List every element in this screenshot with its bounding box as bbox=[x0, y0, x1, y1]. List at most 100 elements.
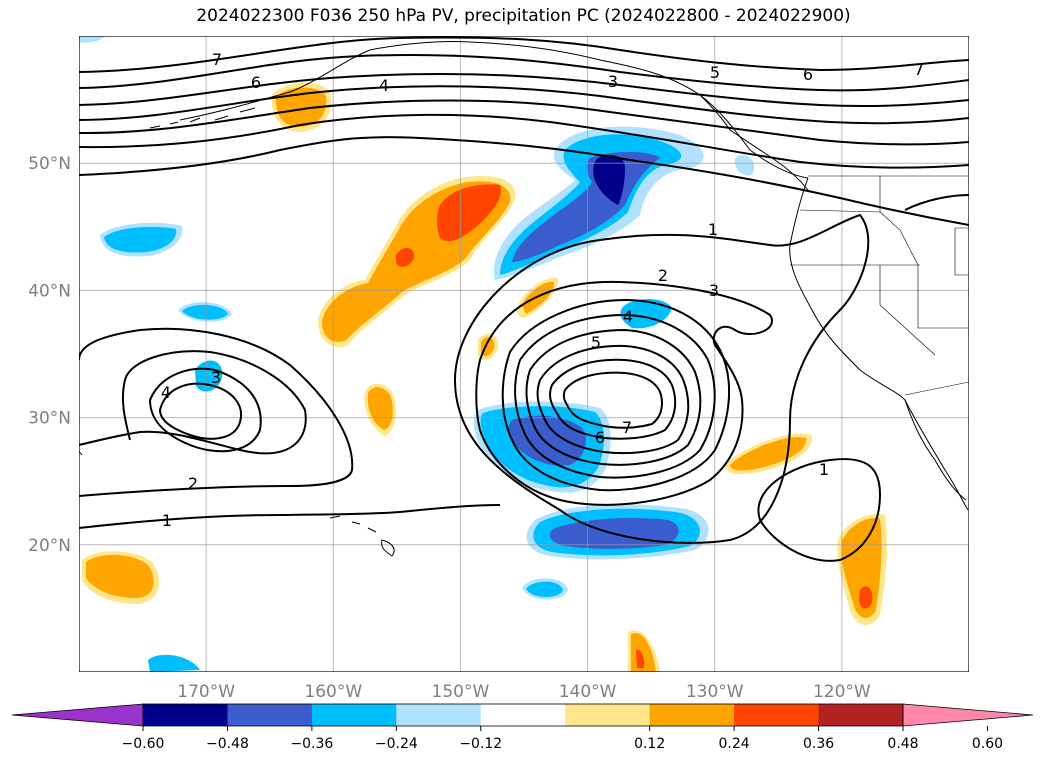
pv-contour-label: 5 bbox=[591, 333, 601, 352]
pv-contour-5-east bbox=[525, 328, 702, 466]
pv-contour-7-east bbox=[549, 358, 677, 440]
colorbar-tick-label: 0.12 bbox=[634, 736, 665, 752]
pv-contours bbox=[79, 36, 969, 562]
colorbar-tick-label: 0.36 bbox=[803, 736, 834, 752]
pv-contour-2-east bbox=[904, 194, 969, 211]
colorbar-tick-label: −0.36 bbox=[290, 736, 333, 752]
pos-anomaly-main-core2 bbox=[396, 247, 415, 267]
colorbar-segment bbox=[480, 704, 566, 726]
pv-contour-label: 1 bbox=[819, 460, 829, 479]
lat-tick-label: 30°N bbox=[28, 409, 71, 429]
neg-patch-6 bbox=[148, 654, 200, 672]
us-mexico-border bbox=[904, 381, 969, 396]
pv-contour-4-west bbox=[148, 367, 262, 453]
pv-contour-label: 1 bbox=[708, 220, 718, 239]
pv-contour-label: 5 bbox=[710, 63, 720, 82]
colorbar-tick-label: −0.24 bbox=[375, 736, 418, 752]
colorbar-tick-label: −0.12 bbox=[459, 736, 502, 752]
pos-patch-aleutian-b bbox=[275, 87, 327, 127]
pv-contour-label: 3 bbox=[211, 368, 221, 387]
colorbar-segment bbox=[143, 704, 228, 726]
pv-contour-7-north bbox=[79, 36, 969, 73]
pv-contour-label: 3 bbox=[608, 72, 618, 91]
lat-tick-label: 40°N bbox=[28, 281, 71, 301]
lon-tick-label: 120°W bbox=[813, 682, 871, 702]
colorbar-segment bbox=[818, 704, 904, 726]
pv-contour-8-east bbox=[562, 371, 663, 429]
pv-contour-5-west bbox=[158, 382, 243, 440]
wa-or-border bbox=[799, 209, 881, 213]
pv-contour-label: 2 bbox=[658, 266, 668, 285]
pv-contour-5-north bbox=[79, 73, 969, 108]
pv-contour-1-north bbox=[79, 136, 969, 226]
pv-contour-1-east bbox=[757, 458, 882, 562]
neg-patch-7 bbox=[79, 36, 105, 43]
map-title: 2024022300 F036 250 hPa PV, precipitatio… bbox=[196, 6, 851, 26]
lat-axis-labels: 50°N 40°N 30°N 20°N bbox=[28, 154, 71, 556]
pos-anomaly-main-core bbox=[437, 184, 501, 242]
gridlines bbox=[79, 36, 969, 672]
pv-contour-6-north bbox=[79, 53, 969, 92]
colorbar-tick-label: −0.48 bbox=[206, 736, 249, 752]
pv-contour-label: 3 bbox=[709, 281, 719, 300]
colorbar-extend-low bbox=[11, 703, 144, 727]
pv-contour-label: 4 bbox=[161, 383, 171, 402]
neg-patch-8 bbox=[734, 155, 755, 176]
lon-tick-label: 160°W bbox=[304, 682, 362, 702]
pos-patch-b-b bbox=[481, 337, 495, 357]
pv-contour-1-mid bbox=[453, 213, 870, 544]
nv-az-border bbox=[917, 265, 969, 329]
ca-nv-border bbox=[879, 265, 936, 356]
lon-tick-label: 140°W bbox=[559, 682, 617, 702]
pv-contour-2-south bbox=[79, 327, 354, 497]
pv-contour-3-west bbox=[79, 350, 307, 455]
pos-patch-d-b bbox=[86, 554, 154, 598]
pos-patch-f-core bbox=[859, 586, 873, 609]
ut-border bbox=[954, 227, 969, 276]
sw-coastline bbox=[79, 450, 83, 456]
lat-tick-label: 20°N bbox=[28, 536, 71, 556]
colorbar-tick-label: 0.48 bbox=[887, 736, 918, 752]
colorbar-segment bbox=[396, 704, 482, 726]
pos-patch-g-core bbox=[636, 649, 645, 668]
pv-contour-label: 6 bbox=[803, 65, 813, 84]
pv-contour-label: 2 bbox=[188, 474, 198, 493]
colorbar-segment bbox=[227, 704, 313, 726]
colorbar: −0.60 −0.48 −0.36 −0.24 −0.12 0.12 0.24 0.36 0.4… bbox=[11, 703, 1034, 752]
lon-tick-label: 150°W bbox=[432, 682, 490, 702]
pv-contour-label: 6 bbox=[251, 73, 261, 92]
aleutian-islands bbox=[149, 107, 256, 129]
colorbar-tick-label: 0.24 bbox=[719, 736, 750, 752]
pv-contour-6-east bbox=[536, 344, 690, 455]
pv-contour-3-east bbox=[501, 298, 730, 492]
pv-contour-label: 1 bbox=[162, 511, 172, 530]
colorbar-segment bbox=[649, 704, 735, 726]
pv-contour-label: 7 bbox=[914, 60, 924, 79]
hawaii bbox=[329, 515, 395, 557]
neg-patch-1b bbox=[104, 226, 177, 253]
pv-contour-4-north bbox=[79, 85, 969, 125]
pv-contour-label: 4 bbox=[623, 307, 633, 326]
colorbar-border bbox=[142, 703, 904, 727]
pos-patch-c-b bbox=[522, 281, 555, 314]
baja-coast bbox=[904, 399, 967, 501]
lon-tick-label: 170°W bbox=[177, 682, 235, 702]
pv-contour-3-north bbox=[79, 99, 969, 146]
colorbar-segment bbox=[311, 704, 397, 726]
pos-patch-e-b bbox=[730, 437, 807, 471]
lon-axis-labels: 170°W 160°W 150°W 140°W 130°W 120°W bbox=[177, 682, 871, 702]
precip-fill-layer bbox=[79, 36, 888, 672]
pv-contour-label: 7 bbox=[622, 418, 632, 437]
pv-contour-label: 6 bbox=[595, 428, 605, 447]
neg-anomaly-ne-max bbox=[593, 155, 625, 205]
pv-contour-label: 7 bbox=[212, 50, 222, 69]
lon-tick-label: 130°W bbox=[686, 682, 744, 702]
pv-contour-2-mid bbox=[475, 280, 773, 506]
colorbar-segment bbox=[734, 704, 820, 726]
pv-contour-1-south bbox=[79, 511, 401, 529]
political-borders bbox=[790, 175, 969, 396]
colorbar-tick-label: −0.60 bbox=[122, 736, 165, 752]
